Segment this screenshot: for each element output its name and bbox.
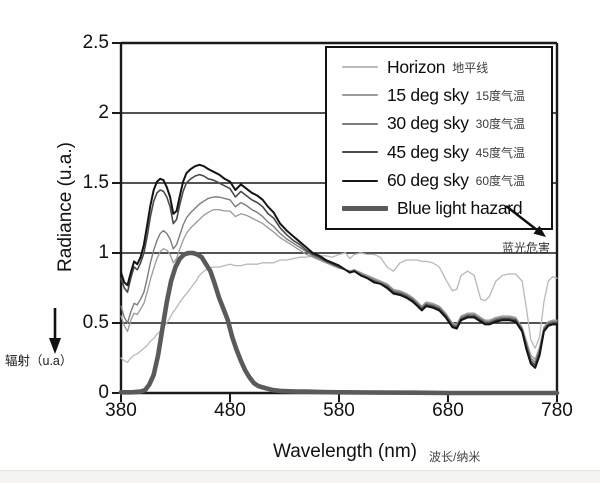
x-tick-label: 380: [105, 400, 137, 421]
x-tick-label: 680: [432, 400, 464, 421]
hazard-annotation-label: 蓝光危害: [502, 241, 551, 255]
legend-label-en: 45 deg sky: [387, 141, 469, 162]
y-tick-label: 2: [98, 102, 109, 123]
series-60-deg-sky: [120, 163, 558, 369]
x-axis-title-zh: 波长/纳米: [429, 450, 481, 464]
series-15-deg-sky: [120, 208, 558, 361]
y-tick-label: 0: [98, 382, 109, 403]
legend-item-15-deg-sky: 15 deg sky 15度气温: [342, 81, 551, 109]
series-blue-light-hazard: [118, 250, 560, 396]
legend-label-zh: 地平线: [452, 60, 489, 75]
legend: Horizon 地平线 15 deg sky 15度气温 30 deg sky 30度气温…: [325, 46, 553, 230]
legend-label-en: 30 deg sky: [387, 113, 469, 134]
y-tick-label: 2.5: [82, 32, 109, 53]
legend-label-en: Blue light hazard: [397, 198, 523, 219]
legend-line-sample: [342, 179, 378, 182]
legend-label-en: 60 deg sky: [387, 170, 469, 191]
x-tick-label: 480: [214, 400, 246, 421]
legend-line-sample: [342, 122, 378, 125]
legend-item-blue-light-hazard: Blue light hazard: [342, 195, 551, 223]
legend-line-sample: [342, 94, 378, 97]
legend-label-zh: 30度气温: [475, 117, 525, 132]
legend-label-zh: 60度气温: [475, 174, 525, 189]
x-axis-title: Wavelength (nm): [273, 441, 417, 462]
legend-label-en: Horizon: [387, 56, 446, 77]
y-tick-label: 1: [98, 242, 109, 263]
legend-item-horizon: Horizon 地平线: [342, 53, 551, 81]
hazard-annotation-arrow-icon: [505, 205, 546, 237]
x-tick-label: 580: [323, 400, 355, 421]
legend-label-zh: 15度气温: [475, 88, 525, 103]
legend-label-zh: 45度气温: [475, 145, 525, 160]
series-45-deg-sky: [120, 173, 558, 366]
y-tick-label: 0.5: [82, 312, 109, 333]
legend-item-45-deg-sky: 45 deg sky 45度气温: [342, 138, 551, 166]
bottom-strip: [0, 470, 600, 483]
down-arrow-icon: [49, 308, 61, 354]
y-axis-title-zh: 辐射（u.a）: [5, 354, 73, 368]
legend-item-60-deg-sky: 60 deg sky 60度气温: [342, 167, 551, 195]
legend-line-sample: [342, 66, 378, 68]
series-horizon: [120, 252, 558, 363]
legend-line-sample: [342, 151, 378, 154]
y-tick-label: 1.5: [82, 172, 109, 193]
legend-label-en: 15 deg sky: [387, 84, 469, 105]
series-30-deg-sky: [120, 196, 558, 363]
legend-item-30-deg-sky: 30 deg sky 30度气温: [342, 110, 551, 138]
legend-line-sample: [342, 206, 388, 212]
x-tick-label: 780: [541, 400, 573, 421]
